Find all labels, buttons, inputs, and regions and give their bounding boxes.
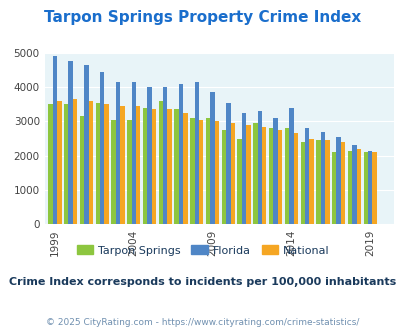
Bar (100, 72, 104, 224)
Bar (120, 106, 124, 224)
Bar (136, 106, 140, 224)
Text: © 2025 CityRating.com - https://www.cityrating.com/crime-statistics/: © 2025 CityRating.com - https://www.city… (46, 318, 359, 327)
Bar (194, 82, 198, 224)
Bar (84, 65, 88, 224)
Bar (336, 137, 340, 224)
Bar (131, 82, 136, 224)
Bar (367, 150, 371, 224)
Bar (57, 101, 62, 224)
Bar (147, 87, 151, 224)
Bar (309, 139, 313, 224)
Bar (183, 113, 187, 224)
Bar (237, 139, 241, 224)
Bar (72, 99, 77, 224)
Bar (143, 108, 147, 224)
Bar (300, 142, 304, 224)
Bar (198, 120, 203, 224)
Bar (205, 118, 210, 224)
Bar (257, 111, 261, 224)
Bar (163, 87, 167, 224)
Bar (95, 103, 100, 224)
Bar (261, 127, 266, 224)
Bar (331, 152, 336, 224)
Bar (277, 130, 281, 224)
Bar (268, 128, 273, 224)
Bar (246, 125, 250, 224)
Bar (221, 130, 226, 224)
Bar (167, 110, 171, 224)
Bar (230, 123, 234, 224)
Bar (115, 82, 120, 224)
Bar (214, 121, 219, 224)
Bar (174, 110, 178, 224)
Bar (304, 128, 309, 224)
Bar (293, 133, 297, 224)
Bar (371, 152, 376, 224)
Bar (351, 146, 356, 224)
Bar (104, 104, 109, 224)
Legend: Tarpon Springs, Florida, National: Tarpon Springs, Florida, National (72, 241, 333, 260)
Bar (48, 104, 53, 224)
Bar (178, 84, 183, 224)
Bar (64, 104, 68, 224)
Bar (340, 142, 344, 224)
Bar (111, 120, 115, 224)
Bar (226, 103, 230, 224)
Bar (190, 118, 194, 224)
Text: Tarpon Springs Property Crime Index: Tarpon Springs Property Crime Index (44, 10, 361, 25)
Bar (315, 140, 320, 224)
Bar (88, 101, 93, 224)
Bar (53, 56, 57, 224)
Bar (127, 120, 131, 224)
Bar (347, 150, 351, 224)
Bar (324, 140, 329, 224)
Bar (241, 113, 246, 224)
Bar (288, 108, 293, 224)
Bar (284, 128, 288, 224)
Bar (68, 61, 72, 224)
Bar (210, 92, 214, 224)
Bar (273, 118, 277, 224)
Bar (362, 152, 367, 224)
Bar (151, 110, 156, 224)
Bar (320, 132, 324, 224)
Bar (253, 123, 257, 224)
Bar (80, 116, 84, 224)
Bar (158, 101, 163, 224)
Text: Crime Index corresponds to incidents per 100,000 inhabitants: Crime Index corresponds to incidents per… (9, 277, 396, 287)
Bar (356, 149, 360, 224)
